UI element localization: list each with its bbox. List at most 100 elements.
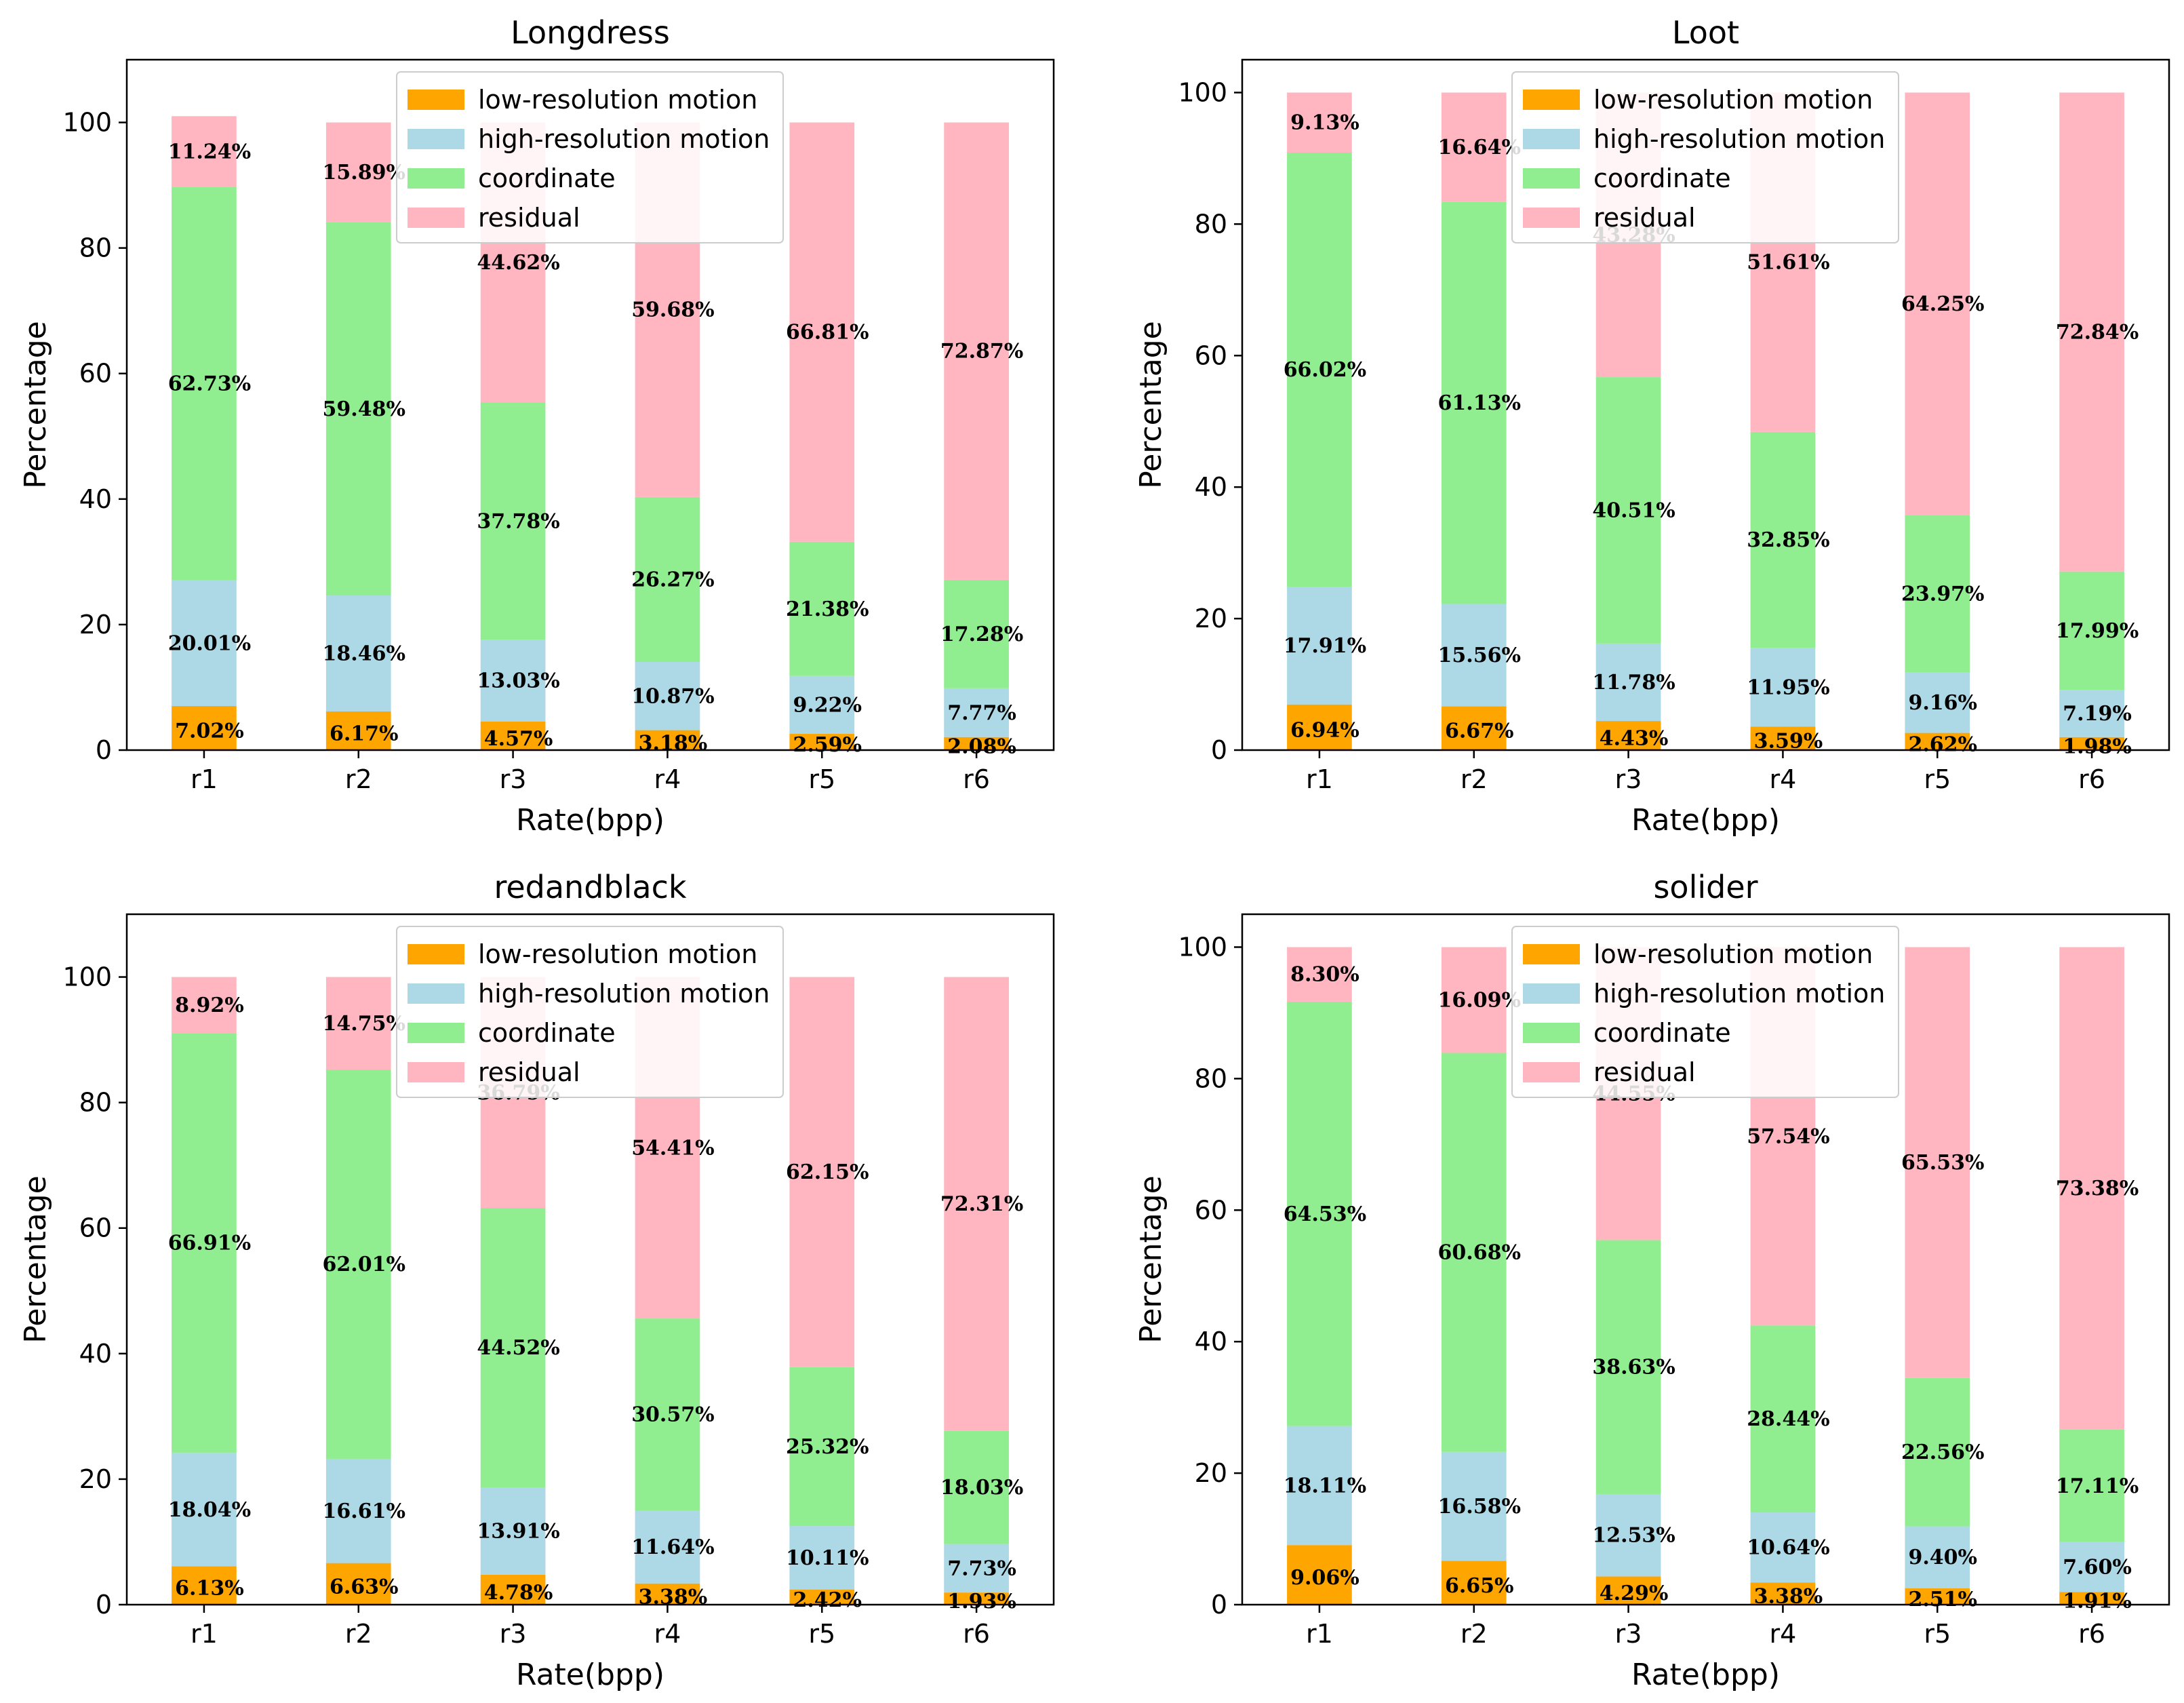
- bar-label-coordinate-r2: 61.13%: [1438, 391, 1521, 415]
- legend-box: [396, 926, 784, 1098]
- bar-label-coordinate-r4: 26.27%: [631, 568, 714, 591]
- bar-segment-high-resolution-motion-r5: [789, 676, 855, 735]
- bar-label-low-resolution-motion-r3: 4.43%: [1600, 727, 1669, 751]
- bar-segment-coordinate-r3: [1595, 377, 1661, 644]
- x-tick-label-r6: r6: [2078, 764, 2105, 794]
- bar-label-high-resolution-motion-r6: 7.77%: [947, 701, 1016, 725]
- bar-label-residual-r1: 8.92%: [175, 994, 244, 1017]
- bar-label-high-resolution-motion-r6: 7.60%: [2063, 1556, 2132, 1580]
- bar-label-residual-r2: 14.75%: [323, 1012, 405, 1036]
- bar-segment-high-resolution-motion-r4: [635, 661, 700, 730]
- x-axis-label: Rate(bpp): [516, 1658, 664, 1692]
- bar-segment-residual-r5: [789, 977, 855, 1367]
- y-tick-label: 20: [79, 1464, 112, 1494]
- bar-labels-group: 6.94% 17.91% 66.02% 9.13% 6.67% 15.56% 61.13% 1…: [1284, 111, 2139, 759]
- bar-label-residual-r6: 72.31%: [940, 1192, 1023, 1216]
- bar-segment-low-resolution-motion-r5: [789, 1589, 855, 1605]
- legend-box: [1511, 71, 1899, 243]
- bars-group: [172, 977, 1009, 1605]
- bar-label-low-resolution-motion-r3: 4.57%: [484, 727, 553, 751]
- bar-segment-residual-r2: [325, 977, 391, 1070]
- bar-label-coordinate-r5: 23.97%: [1901, 583, 1984, 606]
- bar-segment-low-resolution-motion-r6: [944, 1592, 1009, 1605]
- bar-label-low-resolution-motion-r6: 1.98%: [2063, 735, 2132, 758]
- bar-label-high-resolution-motion-r5: 9.40%: [1908, 1546, 1977, 1569]
- bar-labels-group: 6.13% 18.04% 66.91% 8.92% 6.63% 16.61% 62.01% 1…: [168, 994, 1024, 1613]
- bar-label-high-resolution-motion-r3: 11.78%: [1592, 671, 1675, 694]
- bar-label-residual-r3: 44.62%: [477, 251, 559, 275]
- bar-segment-low-resolution-motion-r4: [1750, 726, 1816, 750]
- bar-label-coordinate-r6: 18.03%: [940, 1476, 1023, 1500]
- bar-label-coordinate-r1: 66.91%: [168, 1232, 251, 1255]
- y-tick-label: 100: [1178, 77, 1227, 107]
- y-tick-label: 80: [79, 1088, 112, 1118]
- bar-label-high-resolution-motion-r2: 16.58%: [1438, 1495, 1521, 1519]
- bar-segment-coordinate-r2: [1441, 1053, 1507, 1452]
- x-tick-label-r2: r2: [345, 764, 372, 794]
- bar-segment-residual-r2: [325, 122, 391, 222]
- bar-segment-low-resolution-motion-r3: [1595, 1576, 1661, 1605]
- chart-title: Longdress: [511, 14, 670, 51]
- x-tick-label-r4: r4: [1770, 764, 1797, 794]
- bar-label-low-resolution-motion-r1: 6.94%: [1290, 718, 1359, 742]
- bar-segment-residual-r6: [944, 977, 1009, 1431]
- bar-label-high-resolution-motion-r1: 20.01%: [168, 631, 251, 655]
- bar-label-low-resolution-motion-r1: 7.02%: [175, 720, 244, 743]
- legend-swatch-high-resolution-motion: [1523, 983, 1580, 1004]
- legend-swatch-coordinate: [1523, 1023, 1580, 1043]
- bar-segment-high-resolution-motion-r6: [944, 1544, 1009, 1593]
- legend-swatch-high-resolution-motion: [408, 129, 464, 149]
- bar-segment-low-resolution-motion-r1: [172, 1566, 237, 1605]
- bar-label-high-resolution-motion-r4: 10.64%: [1747, 1536, 1829, 1560]
- bar-segment-high-resolution-motion-r5: [1905, 1526, 1970, 1588]
- bar-segment-low-resolution-motion-r6: [944, 737, 1009, 750]
- bar-segment-low-resolution-motion-r1: [1287, 704, 1352, 750]
- chart-panel-4: solider 9.06% 18.11% 64.53% 8.30% 6.65% 16.58%…: [1134, 869, 2170, 1692]
- y-tick-label: 40: [1195, 1327, 1227, 1356]
- bar-label-low-resolution-motion-r6: 1.93%: [947, 1590, 1016, 1613]
- bar-label-residual-r1: 11.24%: [168, 140, 251, 163]
- bar-segment-low-resolution-motion-r1: [1287, 1545, 1352, 1605]
- bar-segment-low-resolution-motion-r2: [1441, 1561, 1507, 1605]
- y-tick-label: 80: [79, 233, 112, 263]
- x-tick-label-r1: r1: [191, 764, 218, 794]
- bar-label-high-resolution-motion-r1: 18.04%: [168, 1498, 251, 1522]
- y-tick-label: 40: [79, 1339, 112, 1369]
- bar-label-high-resolution-motion-r4: 10.87%: [631, 684, 714, 708]
- y-tick-label: 0: [96, 1590, 112, 1620]
- bar-segment-coordinate-r2: [325, 1070, 391, 1459]
- bar-segment-high-resolution-motion-r4: [1750, 1512, 1816, 1583]
- y-tick-label: 100: [62, 962, 112, 992]
- bar-label-low-resolution-motion-r2: 6.67%: [1445, 720, 1514, 743]
- bar-segment-high-resolution-motion-r3: [480, 1487, 546, 1575]
- legend-label-low-resolution-motion: low-resolution motion: [478, 939, 757, 969]
- bar-label-low-resolution-motion-r5: 2.51%: [1908, 1588, 1977, 1611]
- bar-label-low-resolution-motion-r5: 2.62%: [1908, 732, 1977, 756]
- bar-segment-high-resolution-motion-r6: [2059, 690, 2124, 737]
- bar-label-high-resolution-motion-r5: 10.11%: [786, 1546, 869, 1570]
- bar-segment-residual-r2: [1441, 947, 1507, 1053]
- legend-label-coordinate: coordinate: [1593, 163, 1731, 193]
- x-axis-label: Rate(bpp): [1631, 1658, 1780, 1692]
- legend-label-residual: residual: [478, 1057, 580, 1087]
- bar-label-coordinate-r2: 59.48%: [323, 397, 405, 421]
- x-tick-label-r3: r3: [1615, 1619, 1642, 1649]
- y-tick-label: 0: [1211, 735, 1227, 765]
- y-tick-label: 40: [79, 484, 112, 514]
- bar-segment-high-resolution-motion-r1: [1287, 1426, 1352, 1546]
- bar-segment-residual-r6: [2059, 947, 2124, 1430]
- legend-swatch-residual: [1523, 1062, 1580, 1082]
- bar-label-low-resolution-motion-r5: 2.42%: [793, 1588, 862, 1612]
- bar-segment-coordinate-r2: [1441, 201, 1507, 604]
- bar-label-coordinate-r3: 44.52%: [477, 1336, 559, 1360]
- bar-segment-high-resolution-motion-r6: [2059, 1542, 2124, 1592]
- y-axis-label: Percentage: [1134, 1175, 1168, 1344]
- bar-label-residual-r2: 15.89%: [323, 161, 405, 184]
- bar-label-residual-r4: 51.61%: [1747, 251, 1829, 275]
- x-tick-label-r5: r5: [808, 1619, 835, 1649]
- bar-label-low-resolution-motion-r1: 6.13%: [175, 1577, 244, 1601]
- bar-label-low-resolution-motion-r4: 3.18%: [639, 731, 708, 755]
- bar-segment-low-resolution-motion-r4: [635, 1583, 700, 1605]
- y-tick-label: 60: [79, 359, 112, 389]
- legend-swatch-high-resolution-motion: [408, 983, 464, 1004]
